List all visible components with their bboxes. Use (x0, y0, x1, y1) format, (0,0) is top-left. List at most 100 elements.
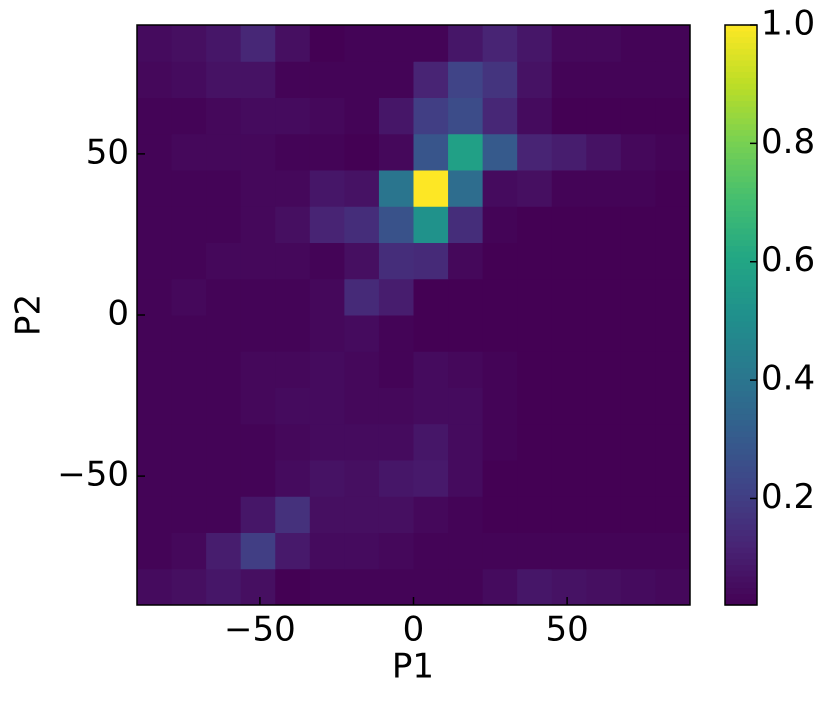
heatmap-cell (586, 61, 622, 98)
heatmap-cell (344, 25, 380, 62)
heatmap-cell (551, 351, 587, 388)
heatmap-cell (620, 351, 656, 388)
heatmap-cell (551, 278, 587, 316)
colorbar-segment (725, 518, 757, 525)
colorbar-segment (725, 529, 757, 536)
heatmap-cell (309, 25, 345, 62)
colorbar-segment (725, 587, 757, 594)
heatmap-cell (206, 278, 242, 316)
heatmap-cell (344, 242, 380, 280)
colorbar-frame (724, 24, 758, 606)
colorbar-segment (725, 175, 757, 183)
heatmap-cell (655, 170, 691, 207)
heatmap-cell (240, 61, 276, 98)
heatmap-cell (620, 61, 656, 98)
colorbar-segment (725, 460, 757, 467)
colorbar-segment (725, 146, 757, 154)
heatmap-cell (240, 242, 276, 280)
heatmap-cell (309, 242, 345, 280)
heatmap-cell (655, 61, 691, 98)
heatmap-cell (586, 496, 622, 533)
colorbar-segment (725, 338, 757, 345)
heatmap-cell (344, 133, 380, 171)
heatmap-cell (482, 206, 518, 243)
heatmap-cell (206, 242, 242, 280)
colorbar-segment (725, 581, 757, 589)
heatmap-cell (240, 387, 276, 425)
heatmap-cell (206, 460, 242, 497)
heatmap-cell (171, 25, 207, 62)
heatmap-cell (378, 496, 414, 533)
heatmap-cell (551, 133, 587, 171)
colorbar-segment (725, 512, 757, 519)
heatmap-cell (240, 532, 276, 570)
heatmap-cell (413, 423, 449, 461)
heatmap-cell (206, 170, 242, 207)
heatmap-cell (517, 568, 553, 606)
heatmap-cell (171, 242, 207, 280)
heatmap-cell (448, 242, 484, 280)
colorbar-segment (725, 431, 757, 438)
colorbar-segment (725, 135, 757, 142)
heatmap-cell (655, 496, 691, 533)
heatmap-cell (378, 387, 414, 425)
colorbar-segment (725, 65, 757, 72)
heatmap-cell (275, 423, 311, 461)
heatmap-cell (275, 278, 311, 316)
heatmap-cell (137, 97, 173, 135)
heatmap-cell (378, 351, 414, 388)
colorbar-segment (725, 332, 757, 339)
colorbar-segment (725, 222, 757, 229)
colorbar-segment (725, 477, 757, 484)
heatmap-cell (378, 25, 414, 62)
colorbar-segment (725, 523, 757, 531)
heatmap-cell (482, 351, 518, 388)
heatmap-cell (344, 387, 380, 425)
heatmap-cell (275, 133, 311, 171)
heatmap-cell (413, 351, 449, 388)
colorbar-segment (725, 564, 757, 571)
heatmap-cell (482, 568, 518, 606)
heatmap-cell (655, 423, 691, 461)
heatmap-cell (586, 568, 622, 606)
colorbar-segment (725, 77, 757, 84)
heatmap-cell (551, 496, 587, 533)
heatmap-cell (171, 133, 207, 171)
y-tick-label: 50 (86, 132, 129, 172)
heatmap-cell (448, 568, 484, 606)
heatmap-cell (448, 97, 484, 135)
heatmap-cell (551, 315, 587, 352)
heatmap-cell (655, 315, 691, 352)
heatmap-cell (206, 61, 242, 98)
heatmap-cell (309, 532, 345, 570)
heatmap-cell (586, 170, 622, 207)
heatmap-cell (378, 568, 414, 606)
heatmap-cell (413, 170, 449, 207)
colorbar-segment (725, 141, 757, 148)
colorbar-segment (725, 506, 757, 513)
heatmap-cell (137, 133, 173, 171)
heatmap-cell (413, 133, 449, 171)
colorbar-segment (725, 36, 757, 43)
heatmap-cell (171, 206, 207, 243)
heatmap-cell (309, 496, 345, 533)
heatmap-cell (309, 351, 345, 388)
colorbar-segment (725, 59, 757, 67)
heatmap-cell (137, 351, 173, 388)
heatmap-cell (137, 532, 173, 570)
colorbar-segment (725, 396, 757, 403)
heatmap-cell (448, 423, 484, 461)
colorbar-segment (725, 373, 757, 380)
heatmap-cell (378, 242, 414, 280)
heatmap-cell (344, 61, 380, 98)
heatmap-cell (655, 133, 691, 171)
colorbar-segment (725, 489, 757, 496)
heatmap-cell (171, 423, 207, 461)
heatmap-cell (275, 496, 311, 533)
colorbar-segment (725, 228, 757, 235)
heatmap-cell (448, 460, 484, 497)
heatmap-cell (448, 387, 484, 425)
colorbar-segment (725, 239, 757, 246)
colorbar-segment (725, 94, 757, 101)
colorbar-segment (725, 541, 757, 548)
